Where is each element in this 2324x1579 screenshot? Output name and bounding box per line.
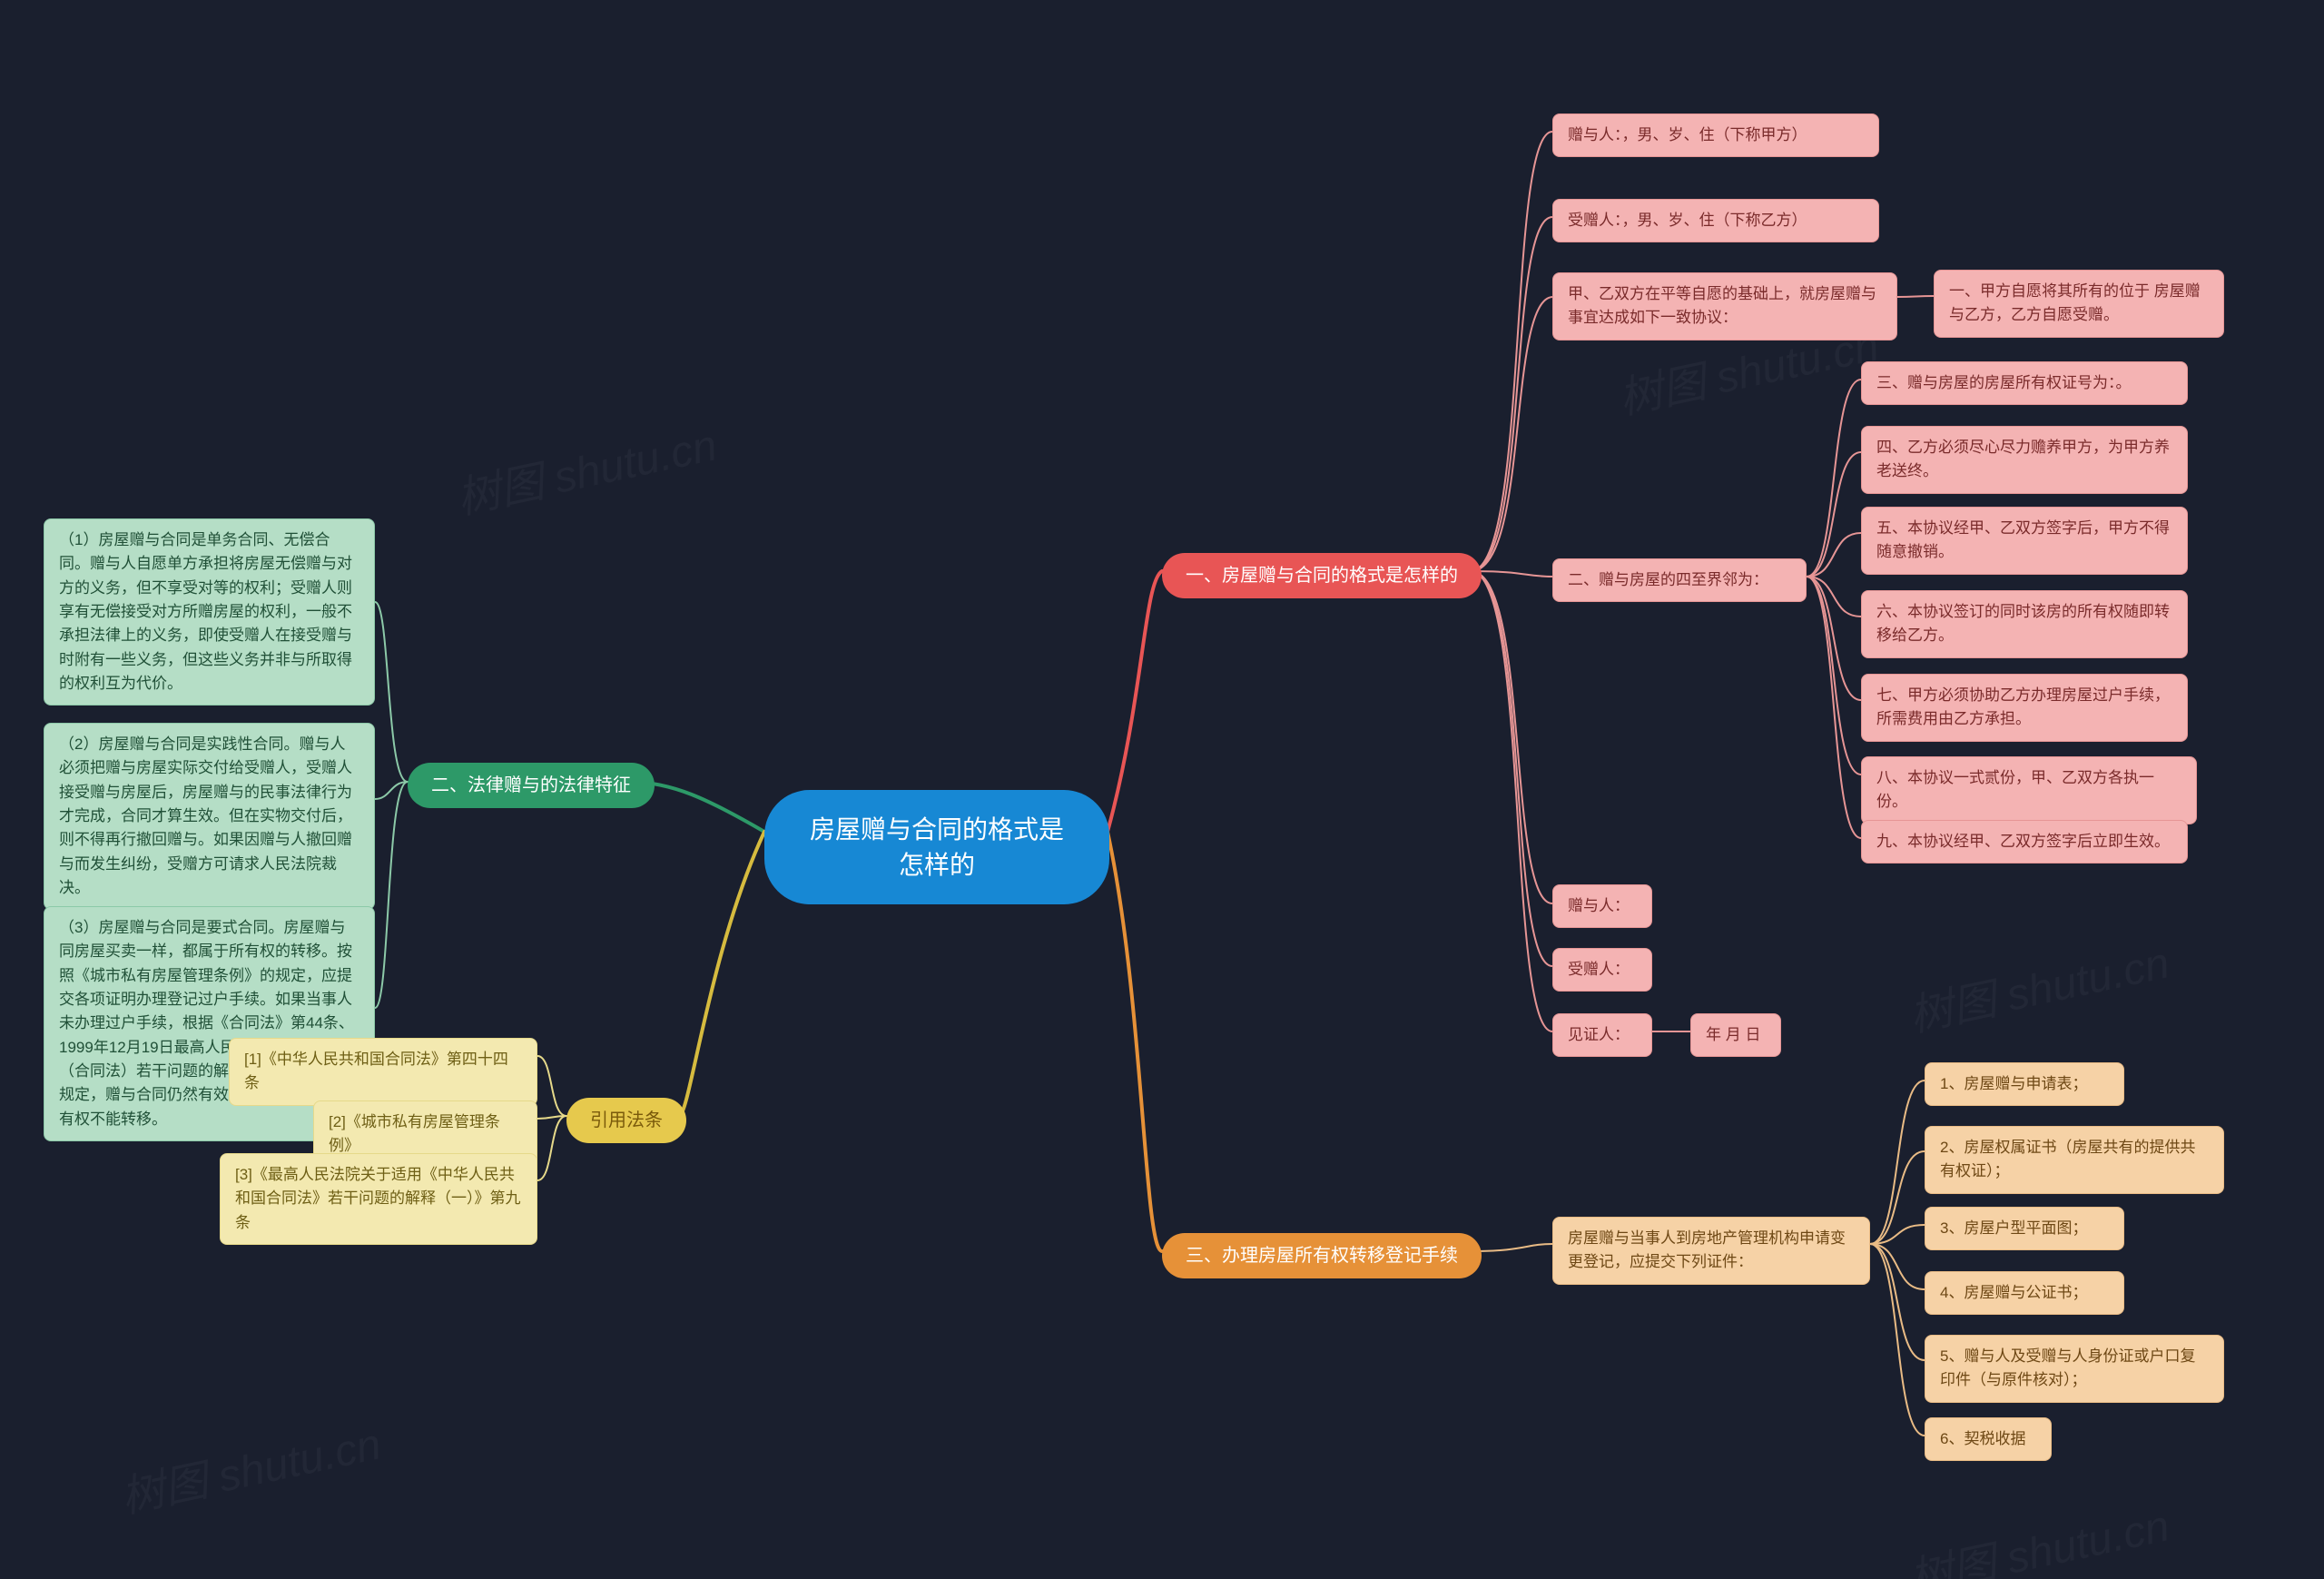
sub-3-1-1: 1、房屋赠与申请表； [1925, 1062, 2124, 1106]
branch-2: 二、法律赠与的法律特征 [408, 763, 655, 808]
sub-1-6-text: 受赠人： [1568, 961, 1630, 978]
sub-3-1-3: 3、房屋户型平面图； [1925, 1207, 2124, 1250]
sub-1-4-1-text: 三、赠与房屋的房屋所有权证号为：。 [1876, 374, 2132, 391]
sub-1-2-text: 受赠人：，男、岁、住（下称乙方） [1568, 212, 1807, 229]
center-text: 房屋赠与合同的格式是怎样的 [810, 815, 1064, 879]
sub-1-5-text: 赠与人： [1568, 897, 1630, 914]
watermark: 树图 shutu.cn [1903, 1490, 2174, 1579]
sub-1-4-2: 四、乙方必须尽心尽力赡养甲方，为甲方养老送终。 [1861, 426, 2188, 494]
sub-1-7-1-text: 年 月 日 [1706, 1026, 1760, 1043]
sub-1-4-7-text: 九、本协议经甲、乙双方签字后立即生效。 [1876, 833, 2170, 850]
sub-3-1-1-text: 1、房屋赠与申请表； [1940, 1075, 2087, 1092]
sub-1-3-1-text: 一、甲方自愿将其所有的位于 房屋赠与乙方，乙方自愿受赠。 [1949, 282, 2201, 323]
branch-4: 引用法条 [566, 1098, 686, 1143]
sub-4-1-text: [1]《中华人民共和国合同法》第四十四条 [244, 1051, 508, 1091]
watermark: 树图 shutu.cn [450, 410, 722, 527]
sub-3-1-6: 6、契税收据 [1925, 1417, 2052, 1461]
sub-1-4-1: 三、赠与房屋的房屋所有权证号为：。 [1861, 361, 2188, 405]
sub-3-1-5-text: 5、赠与人及受赠与人身份证或户口复印件（与原件核对）； [1940, 1347, 2195, 1388]
sub-1-4-7: 九、本协议经甲、乙双方签字后立即生效。 [1861, 820, 2188, 864]
branch-3-text: 三、办理房屋所有权转移登记手续 [1186, 1246, 1458, 1266]
sub-1-4-2-text: 四、乙方必须尽心尽力赡养甲方，为甲方养老送终。 [1876, 439, 2170, 479]
sub-4-3-text: [3]《最高人民法院关于适用《中华人民共和国合同法》若干问题的解释（一）》第九条 [235, 1166, 521, 1231]
sub-1-4-3-text: 五、本协议经甲、乙双方签字后，甲方不得随意撤销。 [1876, 519, 2170, 560]
sub-1-4-4-text: 六、本协议签订的同时该房的所有权随即转移给乙方。 [1876, 603, 2170, 644]
sub-3-1-2: 2、房屋权属证书（房屋共有的提供共有权证）； [1925, 1126, 2224, 1194]
sub-1-4-3: 五、本协议经甲、乙双方签字后，甲方不得随意撤销。 [1861, 507, 2188, 575]
sub-3-1-5: 5、赠与人及受赠与人身份证或户口复印件（与原件核对）； [1925, 1335, 2224, 1403]
mindmap-canvas: 树图 shutu.cn 树图 shutu.cn 树图 shutu.cn 树图 shut… [0, 0, 2324, 1579]
sub-1-1-text: 赠与人：，男、岁、住（下称甲方） [1568, 126, 1807, 143]
sub-1-4-4: 六、本协议签订的同时该房的所有权随即转移给乙方。 [1861, 590, 2188, 658]
sub-3-1-3-text: 3、房屋户型平面图； [1940, 1219, 2087, 1237]
branch-4-text: 引用法条 [590, 1110, 663, 1130]
sub-3-1: 房屋赠与当事人到房地产管理机构申请变更登记，应提交下列证件： [1552, 1217, 1870, 1285]
sub-2-2-text: （2）房屋赠与合同是实践性合同。赠与人必须把赠与房屋实际交付给受赠人，受赠人接受… [59, 735, 352, 896]
sub-1-4-6-text: 八、本协议一式贰份，甲、乙双方各执一份。 [1876, 769, 2154, 810]
sub-4-2-text: [2]《城市私有房屋管理条例》 [329, 1113, 500, 1154]
watermark: 树图 shutu.cn [114, 1408, 386, 1525]
sub-4-3: [3]《最高人民法院关于适用《中华人民共和国合同法》若干问题的解释（一）》第九条 [220, 1153, 537, 1245]
sub-1-2: 受赠人：，男、岁、住（下称乙方） [1552, 199, 1879, 242]
sub-1-7-1: 年 月 日 [1690, 1013, 1781, 1057]
sub-3-1-2-text: 2、房屋权属证书（房屋共有的提供共有权证）； [1940, 1139, 2195, 1179]
sub-3-1-text: 房屋赠与当事人到房地产管理机构申请变更登记，应提交下列证件： [1568, 1229, 1846, 1270]
sub-1-5: 赠与人： [1552, 884, 1652, 928]
sub-2-1: （1）房屋赠与合同是单务合同、无偿合同。赠与人自愿单方承担将房屋无偿赠与对方的义… [44, 518, 375, 706]
center-node: 房屋赠与合同的格式是怎样的 [764, 790, 1109, 904]
sub-1-3-1: 一、甲方自愿将其所有的位于 房屋赠与乙方，乙方自愿受赠。 [1934, 270, 2224, 338]
branch-2-text: 二、法律赠与的法律特征 [431, 775, 631, 795]
sub-2-1-text: （1）房屋赠与合同是单务合同、无偿合同。赠与人自愿单方承担将房屋无偿赠与对方的义… [59, 531, 352, 692]
sub-1-3: 甲、乙双方在平等自愿的基础上，就房屋赠与事宜达成如下一致协议： [1552, 272, 1897, 340]
watermark: 树图 shutu.cn [1903, 927, 2174, 1044]
sub-1-6: 受赠人： [1552, 948, 1652, 992]
sub-3-1-6-text: 6、契税收据 [1940, 1430, 2025, 1447]
sub-1-4-6: 八、本协议一式贰份，甲、乙双方各执一份。 [1861, 756, 2197, 824]
sub-1-7: 见证人： [1552, 1013, 1652, 1057]
sub-1-4-5: 七、甲方必须协助乙方办理房屋过户手续，所需费用由乙方承担。 [1861, 674, 2188, 742]
sub-1-7-text: 见证人： [1568, 1026, 1630, 1043]
sub-1-1: 赠与人：，男、岁、住（下称甲方） [1552, 113, 1879, 157]
sub-1-4: 二、赠与房屋的四至界邻为： [1552, 558, 1807, 602]
branch-3: 三、办理房屋所有权转移登记手续 [1162, 1233, 1482, 1278]
sub-3-1-4: 4、房屋赠与公证书； [1925, 1271, 2124, 1315]
branch-1-text: 一、房屋赠与合同的格式是怎样的 [1186, 566, 1458, 586]
sub-3-1-4-text: 4、房屋赠与公证书； [1940, 1284, 2087, 1301]
sub-4-1: [1]《中华人民共和国合同法》第四十四条 [229, 1038, 537, 1106]
sub-1-4-5-text: 七、甲方必须协助乙方办理房屋过户手续，所需费用由乙方承担。 [1876, 686, 2170, 727]
sub-1-4-text: 二、赠与房屋的四至界邻为： [1568, 571, 1768, 588]
sub-1-3-text: 甲、乙双方在平等自愿的基础上，就房屋赠与事宜达成如下一致协议： [1568, 285, 1876, 326]
sub-2-2: （2）房屋赠与合同是实践性合同。赠与人必须把赠与房屋实际交付给受赠人，受赠人接受… [44, 723, 375, 910]
branch-1: 一、房屋赠与合同的格式是怎样的 [1162, 553, 1482, 598]
